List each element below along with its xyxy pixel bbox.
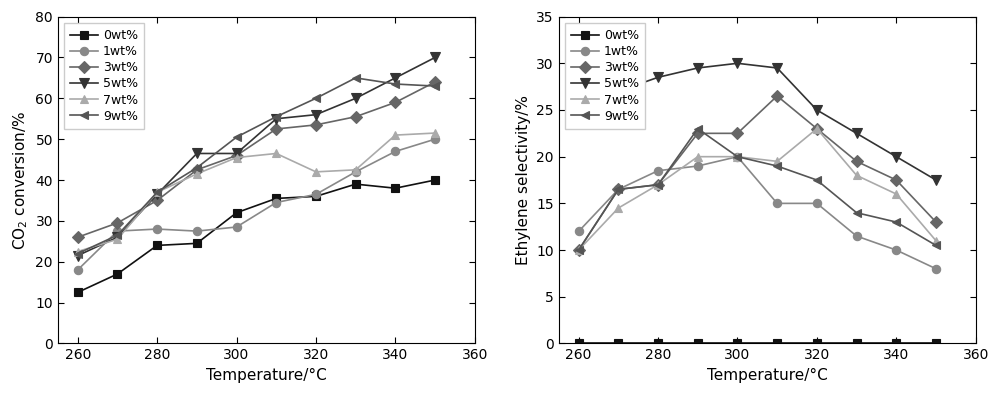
Y-axis label: CO$_2$ conversion/%: CO$_2$ conversion/% [11, 111, 30, 249]
X-axis label: Temperature/°C: Temperature/°C [707, 368, 828, 383]
Legend: 0wt%, 1wt%, 3wt%, 5wt%, 7wt%, 9wt%: 0wt%, 1wt%, 3wt%, 5wt%, 7wt%, 9wt% [64, 23, 144, 129]
Y-axis label: Ethylene selectivity/%: Ethylene selectivity/% [516, 95, 531, 265]
X-axis label: Temperature/°C: Temperature/°C [206, 368, 327, 383]
Legend: 0wt%, 1wt%, 3wt%, 5wt%, 7wt%, 9wt%: 0wt%, 1wt%, 3wt%, 5wt%, 7wt%, 9wt% [565, 23, 645, 129]
